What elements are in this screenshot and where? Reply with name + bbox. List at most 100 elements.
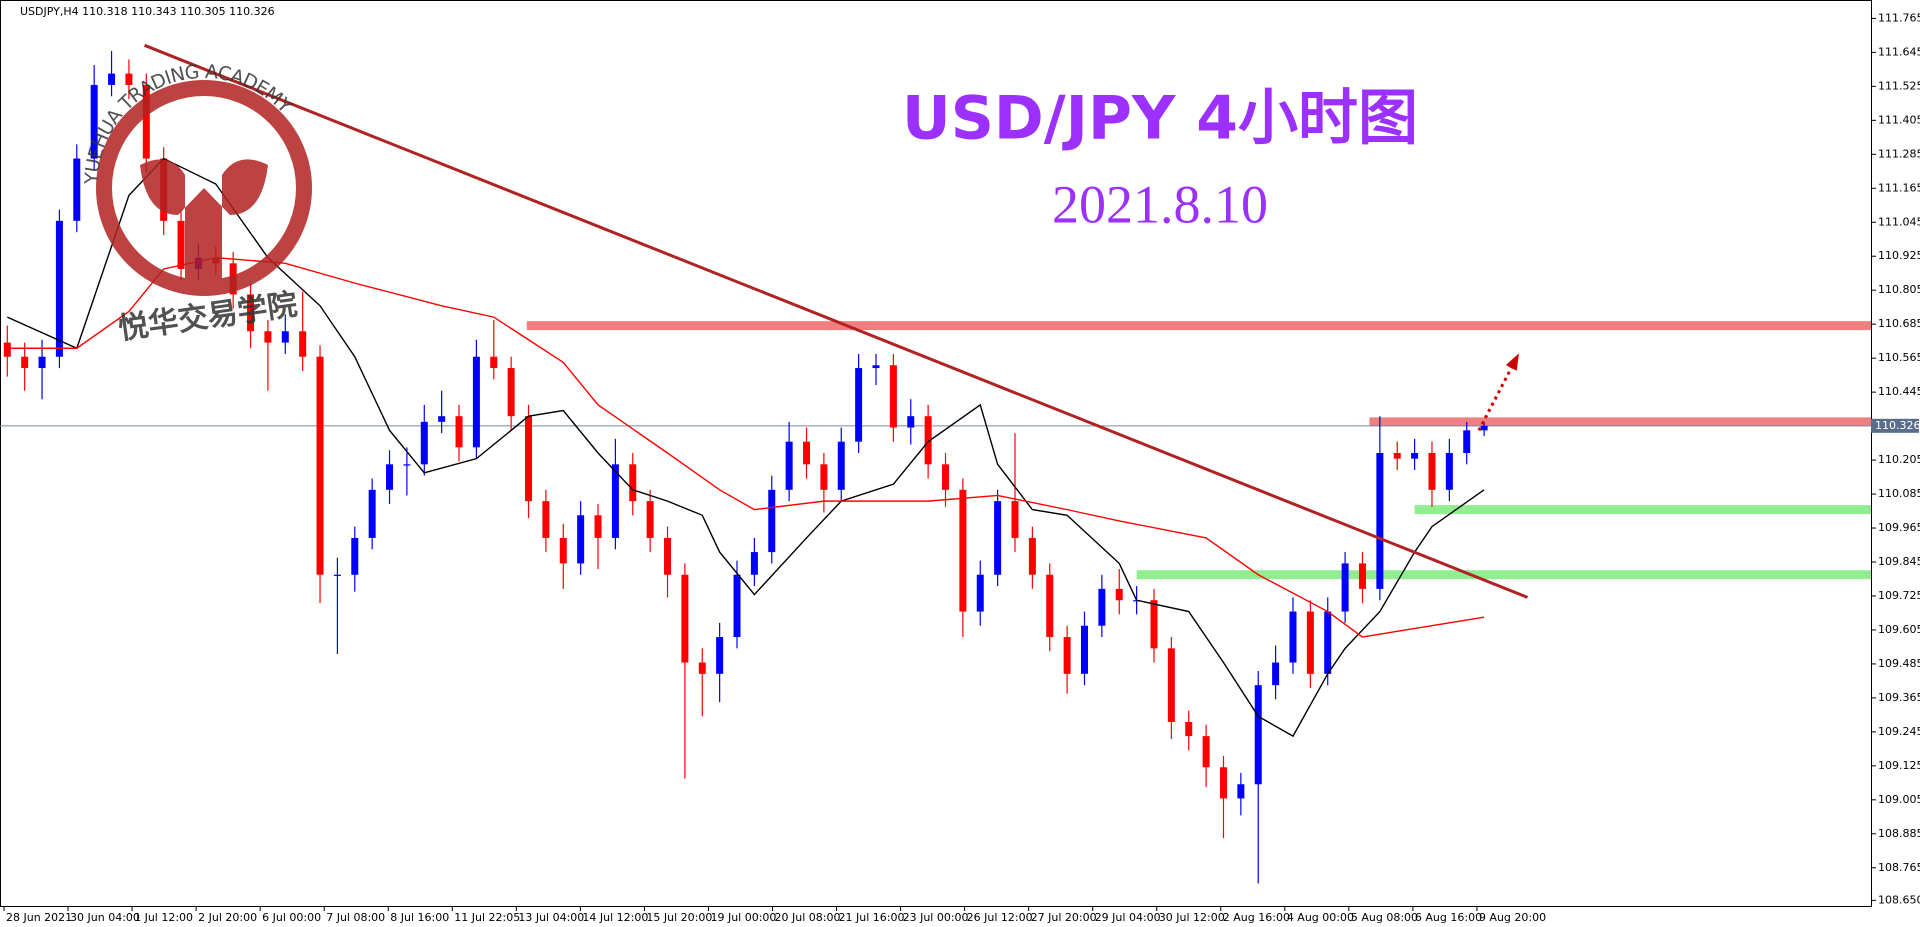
candle-body [1445, 453, 1453, 490]
y-tick-label: 109.005 [1878, 793, 1920, 806]
candle-body [629, 464, 637, 502]
x-tick-label: 7 Jul 08:00 [326, 911, 385, 924]
y-tick-label: 109.485 [1878, 657, 1920, 670]
logo-mark [140, 159, 268, 290]
candle-body [924, 416, 932, 465]
candle-body [837, 441, 845, 490]
x-tick-label: 9 Aug 20:00 [1479, 911, 1546, 924]
candle-body [907, 416, 915, 428]
candle-body [577, 515, 585, 564]
candle-body [281, 331, 289, 343]
x-tick-label: 6 Aug 16:00 [1415, 911, 1482, 924]
trendline [143, 43, 1529, 599]
candle-body [1324, 611, 1332, 674]
candle-body [698, 662, 706, 674]
candle-body [1393, 453, 1401, 459]
y-tick-label: 110.085 [1878, 487, 1920, 500]
x-tick-label: 27 Jul 20:00 [1031, 911, 1097, 924]
y-tick-label: 110.805 [1878, 283, 1920, 296]
x-tick-label: 20 Jul 08:00 [774, 911, 840, 924]
candle-body [438, 416, 446, 422]
price-box [1871, 418, 1919, 433]
candle-body [21, 356, 29, 369]
candle-body [1306, 611, 1314, 674]
candle-body [420, 421, 428, 465]
price-label: 110.326 [1875, 419, 1920, 432]
x-tick-label: 2 Jul 20:00 [198, 911, 257, 924]
candle-body [177, 220, 185, 269]
y-tick-label: 111.045 [1878, 215, 1920, 228]
candle-body [386, 464, 394, 490]
candle-body [507, 368, 515, 417]
x-tick-label: 11 Jul 22:05 [454, 911, 520, 924]
candle-body [1046, 574, 1054, 638]
candle-body [785, 441, 793, 490]
candle-body [733, 574, 741, 638]
candle-body [716, 637, 724, 674]
y-tick-label: 111.525 [1878, 79, 1920, 92]
plot-frame [0, 0, 1872, 907]
candle-body [820, 464, 828, 490]
candle-body [142, 84, 150, 159]
y-tick-label: 109.845 [1878, 555, 1920, 568]
candle-body [803, 441, 811, 465]
candle-body [1463, 430, 1471, 453]
y-tick-label: 108.885 [1878, 827, 1920, 840]
x-tick-label: 30 Jul 12:00 [1159, 911, 1225, 924]
candle-body [247, 294, 255, 332]
candle-body [768, 489, 776, 553]
candle-body [38, 356, 46, 369]
candle-body [73, 158, 81, 221]
candle-body [1185, 721, 1193, 737]
candle-body [368, 489, 376, 538]
candle-body [472, 356, 480, 448]
y-tick-label: 109.245 [1878, 725, 1920, 738]
title: USD/JPY 4小时图 [902, 84, 1418, 154]
candle-body [1358, 563, 1366, 589]
candle-body [264, 331, 272, 343]
y-tick-label: 109.125 [1878, 759, 1920, 772]
candle-body [750, 552, 758, 575]
x-tick-label: 15 Jul 20:00 [646, 911, 712, 924]
candle-body [1480, 425, 1488, 431]
x-tick-label: 1 Jul 12:00 [134, 911, 193, 924]
x-tick-label: 2 Aug 16:00 [1223, 911, 1290, 924]
candle-body [333, 574, 341, 576]
y-tick-label: 109.725 [1878, 589, 1920, 602]
candle-body [299, 331, 307, 357]
y-tick-label: 109.605 [1878, 623, 1920, 636]
candle-body [455, 416, 463, 448]
header: USDJPY,H4 110.318 110.343 110.305 110.32… [20, 5, 275, 18]
y-tick-label: 108.765 [1878, 861, 1920, 874]
candle-body [942, 464, 950, 490]
candle-body [1063, 637, 1071, 674]
candle-body [1202, 736, 1210, 768]
candle-body [594, 515, 602, 538]
moving-average [7, 157, 1485, 738]
candle-body [1080, 625, 1088, 674]
candle-body [1219, 767, 1227, 799]
candle-body [1272, 662, 1280, 686]
y-tick-label: 111.645 [1878, 45, 1920, 58]
candle-body [1428, 453, 1436, 490]
candle-body [1115, 588, 1123, 601]
candle-body [542, 501, 550, 538]
candle-body [316, 356, 324, 575]
x-tick-label: 30 Jun 04:00 [70, 911, 140, 924]
y-tick-label: 110.205 [1878, 453, 1920, 466]
candle-body [1011, 501, 1019, 538]
x-tick-label: 19 Jul 00:00 [710, 911, 776, 924]
candle-body [959, 489, 967, 612]
x-tick-label: 21 Jul 16:00 [839, 911, 905, 924]
candle-body [664, 537, 672, 575]
candle-body [976, 574, 984, 612]
candle-body [1254, 685, 1262, 785]
x-tick-label: 23 Jul 00:00 [903, 911, 969, 924]
candle-body [994, 501, 1002, 575]
candle-body [559, 537, 567, 564]
y-tick-label: 108.650 [1878, 893, 1920, 906]
x-tick-label: 4 Aug 00:00 [1287, 911, 1354, 924]
candle-body [646, 501, 654, 538]
y-tick-label: 111.285 [1878, 147, 1920, 160]
candle-body [525, 416, 533, 502]
